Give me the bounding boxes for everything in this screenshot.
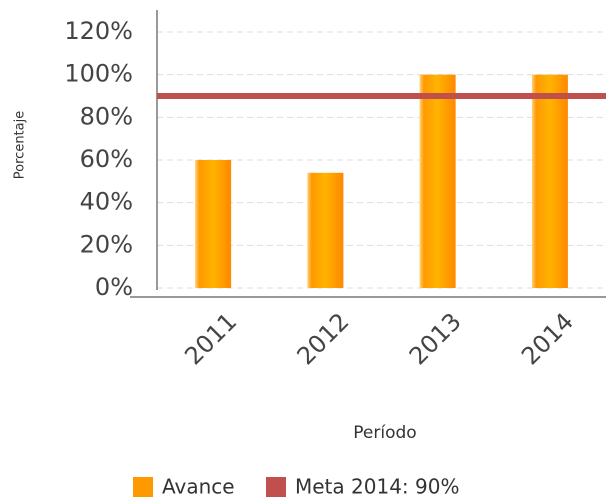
x-axis-title: Período	[353, 423, 416, 443]
x-tick-label: 2012	[292, 307, 355, 370]
y-tick-label: 60%	[80, 145, 133, 173]
y-tick-label: 120%	[64, 17, 133, 45]
x-tick-label: 2011	[179, 307, 242, 370]
y-tick-label: 100%	[64, 60, 133, 88]
y-tick-label: 0%	[95, 273, 133, 301]
legend-swatch	[133, 477, 153, 497]
legend-label: Avance	[162, 475, 235, 499]
y-tick-label: 80%	[80, 102, 133, 130]
x-tick-label: 2014	[516, 307, 579, 370]
y-axis-title: Porcentaje	[13, 111, 28, 179]
bar	[419, 74, 456, 289]
y-tick-label: 40%	[80, 188, 133, 216]
bar	[307, 172, 344, 288]
legend-swatch	[266, 477, 286, 497]
legend-label: Meta 2014: 90%	[295, 475, 459, 499]
y-tick-label: 20%	[80, 230, 133, 258]
x-tick-label: 2013	[404, 307, 467, 370]
bar	[195, 160, 232, 288]
bar	[531, 74, 568, 289]
